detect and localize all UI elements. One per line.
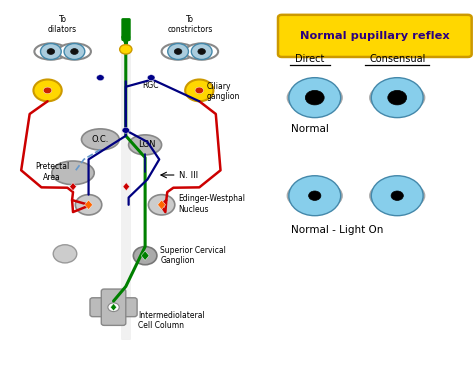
- Text: Superior Cervical
Ganglion: Superior Cervical Ganglion: [160, 246, 226, 265]
- Circle shape: [64, 44, 85, 60]
- Circle shape: [191, 44, 212, 60]
- Text: Normal: Normal: [291, 123, 329, 134]
- Circle shape: [195, 87, 203, 94]
- Circle shape: [371, 176, 423, 216]
- Polygon shape: [110, 303, 117, 311]
- FancyBboxPatch shape: [122, 19, 130, 40]
- Circle shape: [147, 75, 155, 81]
- Circle shape: [371, 78, 423, 117]
- Text: Consensual: Consensual: [369, 54, 425, 64]
- Circle shape: [53, 245, 77, 263]
- Polygon shape: [158, 200, 165, 209]
- Circle shape: [75, 195, 102, 215]
- Circle shape: [119, 45, 132, 54]
- Circle shape: [148, 195, 175, 215]
- Ellipse shape: [162, 43, 195, 60]
- Ellipse shape: [82, 129, 119, 150]
- Text: To
dilators: To dilators: [48, 15, 77, 34]
- Ellipse shape: [185, 43, 218, 60]
- Text: LGN: LGN: [138, 141, 155, 149]
- Circle shape: [305, 90, 324, 105]
- Ellipse shape: [128, 135, 162, 155]
- Circle shape: [147, 75, 155, 81]
- Ellipse shape: [288, 181, 342, 210]
- Text: Direct: Direct: [295, 54, 325, 64]
- Circle shape: [97, 75, 104, 81]
- Circle shape: [185, 79, 213, 101]
- Circle shape: [391, 191, 403, 201]
- Text: Edinger-Westphal
Nucleus: Edinger-Westphal Nucleus: [178, 194, 245, 214]
- FancyBboxPatch shape: [278, 15, 472, 57]
- Circle shape: [168, 44, 189, 60]
- Text: Ciliary
ganglion: Ciliary ganglion: [206, 82, 240, 101]
- Text: Normal - Light On: Normal - Light On: [291, 225, 383, 235]
- Circle shape: [198, 49, 205, 55]
- Circle shape: [43, 87, 52, 94]
- Polygon shape: [70, 183, 76, 191]
- Ellipse shape: [52, 161, 94, 184]
- Polygon shape: [123, 183, 129, 191]
- Text: Intermediolateral
Cell Column: Intermediolateral Cell Column: [138, 311, 205, 330]
- Ellipse shape: [370, 83, 424, 112]
- Text: Pretectal
Area: Pretectal Area: [35, 163, 69, 182]
- Circle shape: [289, 176, 341, 216]
- Circle shape: [71, 49, 78, 55]
- Polygon shape: [141, 251, 149, 260]
- Circle shape: [289, 78, 341, 117]
- Text: Normal pupillary reflex: Normal pupillary reflex: [300, 30, 450, 41]
- Circle shape: [40, 44, 61, 60]
- Text: RGC: RGC: [142, 81, 158, 90]
- Text: N. III: N. III: [179, 171, 198, 179]
- FancyBboxPatch shape: [90, 298, 137, 317]
- Circle shape: [47, 49, 55, 55]
- Circle shape: [97, 75, 104, 81]
- Polygon shape: [84, 200, 92, 209]
- Circle shape: [388, 90, 407, 105]
- Circle shape: [34, 79, 62, 101]
- Ellipse shape: [58, 43, 91, 60]
- Circle shape: [122, 127, 129, 133]
- Circle shape: [133, 247, 157, 265]
- FancyBboxPatch shape: [121, 48, 130, 340]
- Ellipse shape: [35, 43, 67, 60]
- Circle shape: [174, 49, 182, 55]
- Ellipse shape: [288, 83, 342, 112]
- Circle shape: [309, 191, 321, 201]
- FancyBboxPatch shape: [101, 289, 126, 325]
- Circle shape: [108, 303, 119, 311]
- Text: O.C.: O.C.: [91, 135, 109, 143]
- Text: To
constrictors: To constrictors: [167, 15, 212, 34]
- Ellipse shape: [370, 181, 424, 210]
